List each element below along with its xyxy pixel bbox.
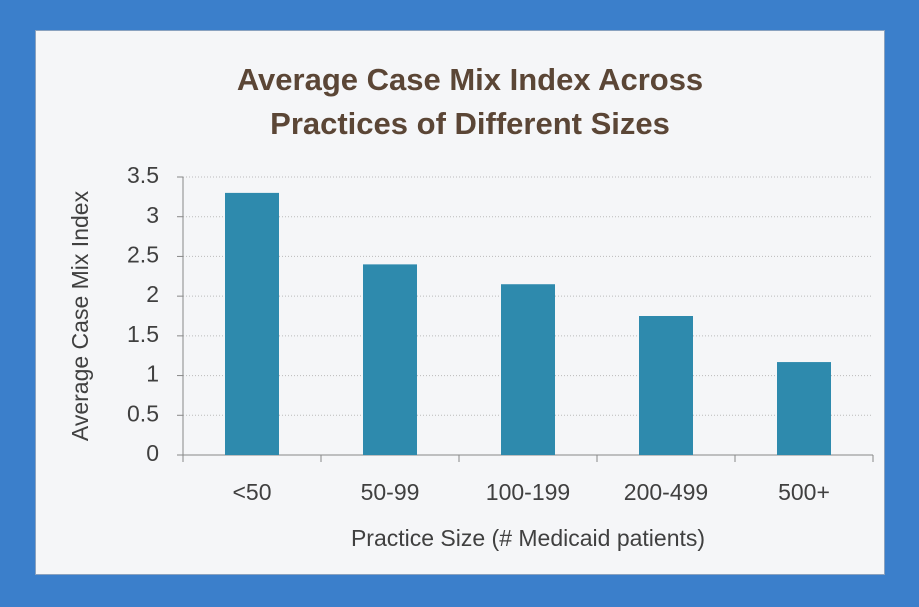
y-tick-label: 3 (146, 202, 159, 228)
bar (363, 264, 417, 455)
y-tick-label: 0 (146, 440, 159, 466)
bar (639, 316, 693, 455)
x-tick-label: 50-99 (361, 479, 420, 505)
y-tick-label: 1 (146, 361, 159, 387)
bar (225, 192, 279, 455)
y-axis-label: Average Case Mix Index (67, 190, 93, 441)
x-axis-label: Practice Size (# Medicaid patients) (351, 525, 705, 551)
y-tick-label: 3.5 (127, 162, 159, 188)
y-tick-label: 2 (146, 281, 159, 307)
x-tick-label: 100-199 (486, 479, 570, 505)
bar (777, 362, 831, 455)
panel (35, 30, 885, 575)
chart-title: Average Case Mix Index Across Practices … (236, 62, 704, 141)
y-tick-label: 1.5 (127, 321, 159, 347)
x-tick-label: <50 (232, 479, 271, 505)
bar (501, 284, 555, 455)
y-tick-label: 0.5 (127, 400, 159, 426)
y-tick-label: 2.5 (127, 242, 159, 268)
x-tick-label: 500+ (778, 479, 830, 505)
x-tick-label: 200-499 (624, 479, 708, 505)
